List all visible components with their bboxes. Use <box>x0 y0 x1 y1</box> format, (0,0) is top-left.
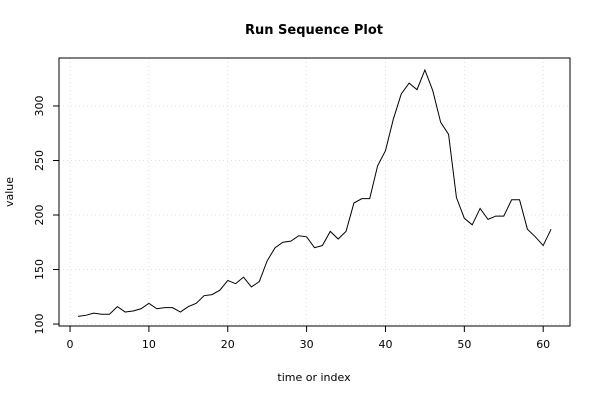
x-axis-label: time or index <box>277 371 351 384</box>
data-line <box>77 68 552 317</box>
plot-frame <box>58 57 571 327</box>
y-tick-label: 150 <box>33 259 46 280</box>
x-tick-label: 50 <box>457 338 471 351</box>
y-tick-label: 300 <box>33 95 46 116</box>
chart-title: Run Sequence Plot <box>245 23 383 38</box>
y-axis-label: value <box>3 177 16 207</box>
y-tick-label: 200 <box>33 205 46 226</box>
x-tick-label: 60 <box>536 338 550 351</box>
x-tick-label: 10 <box>142 338 156 351</box>
x-tick-label: 0 <box>67 338 74 351</box>
x-tick-label: 40 <box>378 338 392 351</box>
x-tick-label: 20 <box>221 338 235 351</box>
y-tick-label: 100 <box>33 314 46 335</box>
y-tick-label: 250 <box>33 150 46 171</box>
x-tick-label: 30 <box>300 338 314 351</box>
